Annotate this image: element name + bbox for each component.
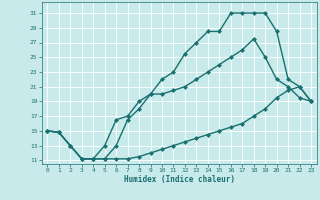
X-axis label: Humidex (Indice chaleur): Humidex (Indice chaleur) bbox=[124, 175, 235, 184]
